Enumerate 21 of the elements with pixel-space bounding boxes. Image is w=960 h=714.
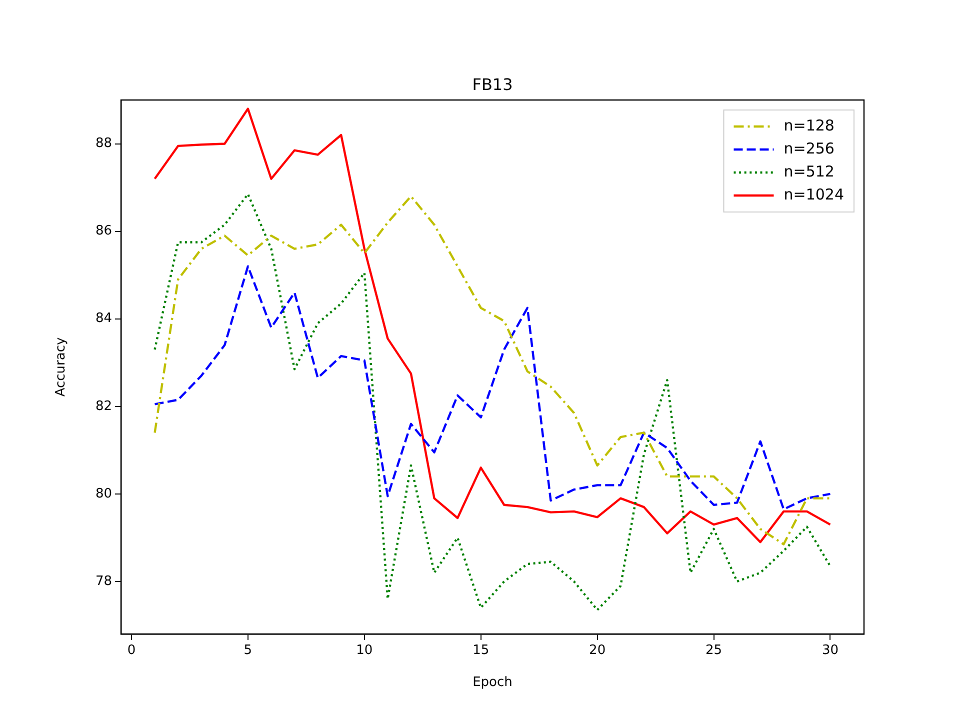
y-tick-label: 88 [95, 136, 112, 152]
chart-title: FB13 [472, 75, 513, 94]
x-tick-label: 10 [356, 643, 373, 658]
x-tick-label: 5 [244, 643, 252, 658]
legend-label: n=512 [784, 162, 834, 180]
legend-label: n=128 [784, 116, 834, 134]
x-axis-title: Epoch [472, 674, 512, 690]
line-series [154, 265, 832, 510]
y-tick-label: 78 [95, 574, 112, 589]
legend-label: n=1024 [784, 185, 844, 204]
y-tick-label: 84 [95, 311, 112, 326]
y-tick-label: 80 [95, 486, 112, 502]
y-axis-title: Accuracy [53, 337, 68, 397]
x-tick-label: 30 [822, 643, 838, 658]
x-tick-label: 25 [705, 643, 722, 658]
x-tick-label: 15 [472, 643, 490, 658]
x-tick-label: 0 [127, 643, 136, 658]
legend-label: n=256 [784, 139, 834, 158]
y-tick-label: 86 [95, 224, 112, 239]
y-tick-label: 82 [95, 398, 112, 414]
x-tick-label: 20 [589, 643, 606, 658]
